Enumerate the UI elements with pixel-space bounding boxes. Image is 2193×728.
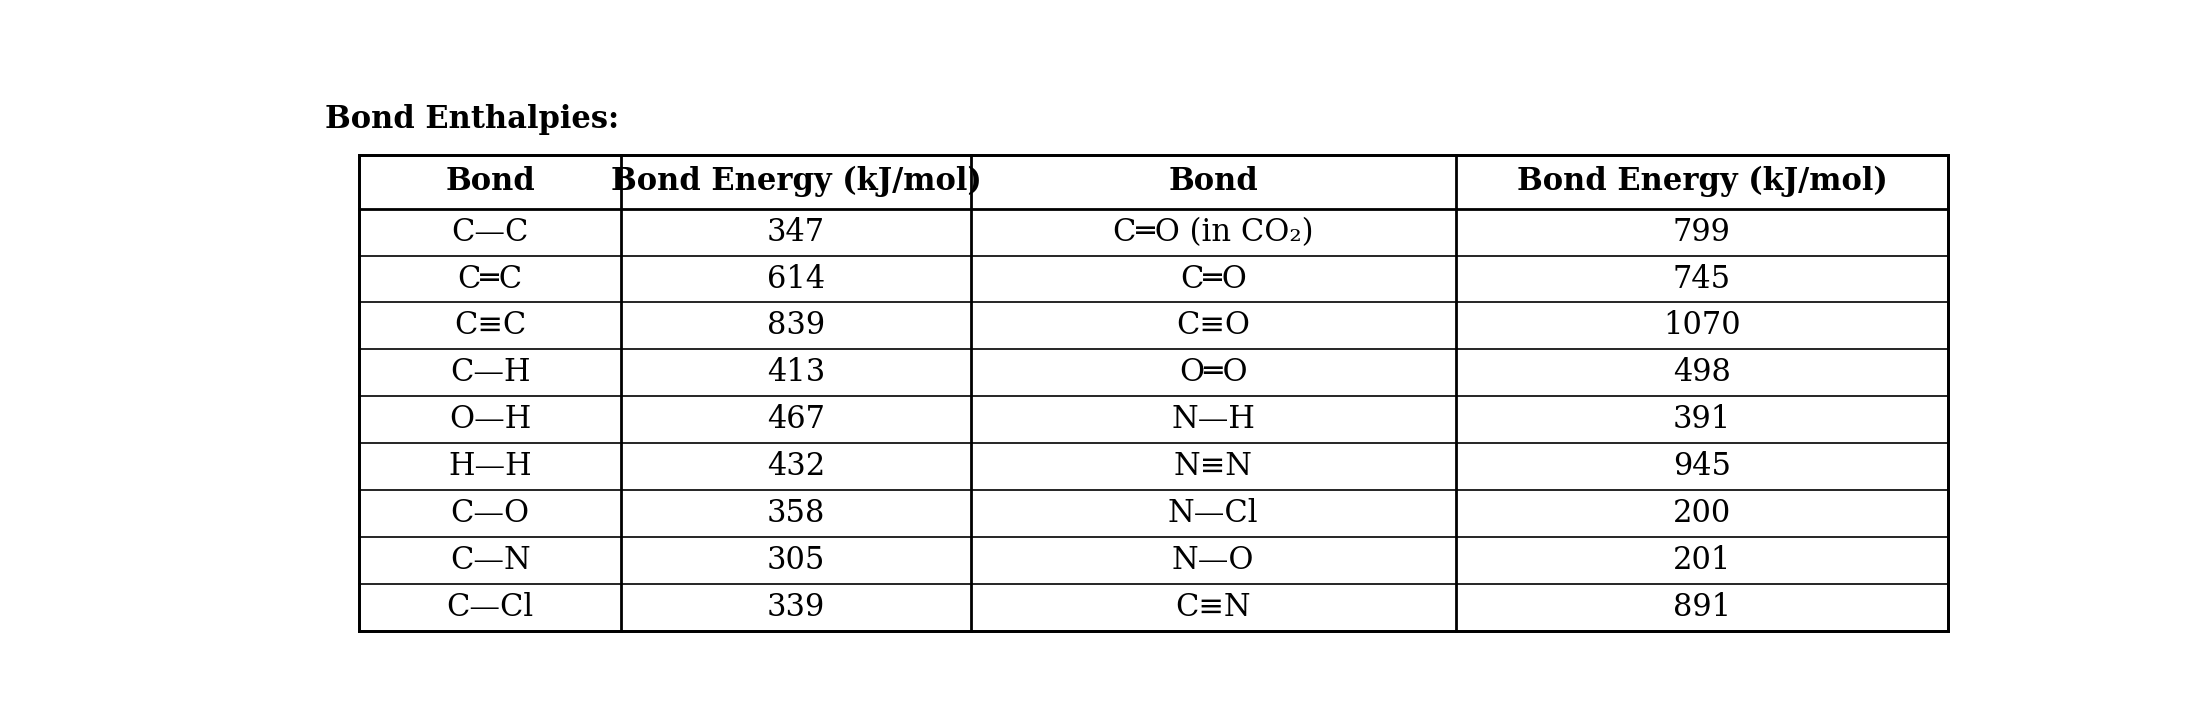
Text: C═O (in CO₂): C═O (in CO₂) (1114, 217, 1314, 248)
Text: Bond Energy (kJ/mol): Bond Energy (kJ/mol) (610, 166, 982, 197)
Text: C═O: C═O (1180, 264, 1246, 295)
Text: 467: 467 (768, 404, 825, 435)
Text: 498: 498 (1673, 357, 1730, 389)
Text: 891: 891 (1673, 592, 1730, 623)
Text: Bond Enthalpies:: Bond Enthalpies: (325, 104, 618, 135)
Text: 339: 339 (768, 592, 825, 623)
Text: C—C: C—C (452, 217, 529, 248)
Text: 200: 200 (1673, 498, 1730, 529)
Text: 745: 745 (1673, 264, 1730, 295)
Text: N—H: N—H (1171, 404, 1254, 435)
Text: C—H: C—H (450, 357, 531, 389)
Text: 799: 799 (1673, 217, 1730, 248)
Text: O—H: O—H (450, 404, 531, 435)
Text: Bond: Bond (1169, 166, 1259, 197)
Text: C═C: C═C (458, 264, 522, 295)
Text: Bond: Bond (445, 166, 535, 197)
Text: C≡N: C≡N (1175, 592, 1250, 623)
Text: 358: 358 (768, 498, 825, 529)
Text: N—Cl: N—Cl (1169, 498, 1259, 529)
Text: C≡O: C≡O (1175, 310, 1250, 341)
Text: C≡C: C≡C (454, 310, 526, 341)
Text: 201: 201 (1673, 545, 1730, 576)
Text: C—Cl: C—Cl (447, 592, 533, 623)
Text: H—H: H—H (447, 451, 533, 483)
Text: 305: 305 (768, 545, 825, 576)
Text: N≡N: N≡N (1173, 451, 1252, 483)
Text: O═O: O═O (1180, 357, 1248, 389)
Text: 614: 614 (768, 264, 825, 295)
Text: C—O: C—O (450, 498, 531, 529)
Text: 839: 839 (768, 310, 825, 341)
Text: 413: 413 (768, 357, 825, 389)
Text: N—O: N—O (1171, 545, 1254, 576)
Text: C—N: C—N (450, 545, 531, 576)
Text: 347: 347 (768, 217, 825, 248)
Text: 1070: 1070 (1662, 310, 1741, 341)
Text: 432: 432 (768, 451, 825, 483)
Text: 391: 391 (1673, 404, 1730, 435)
Text: Bond Energy (kJ/mol): Bond Energy (kJ/mol) (1518, 166, 1888, 197)
Text: 945: 945 (1673, 451, 1730, 483)
